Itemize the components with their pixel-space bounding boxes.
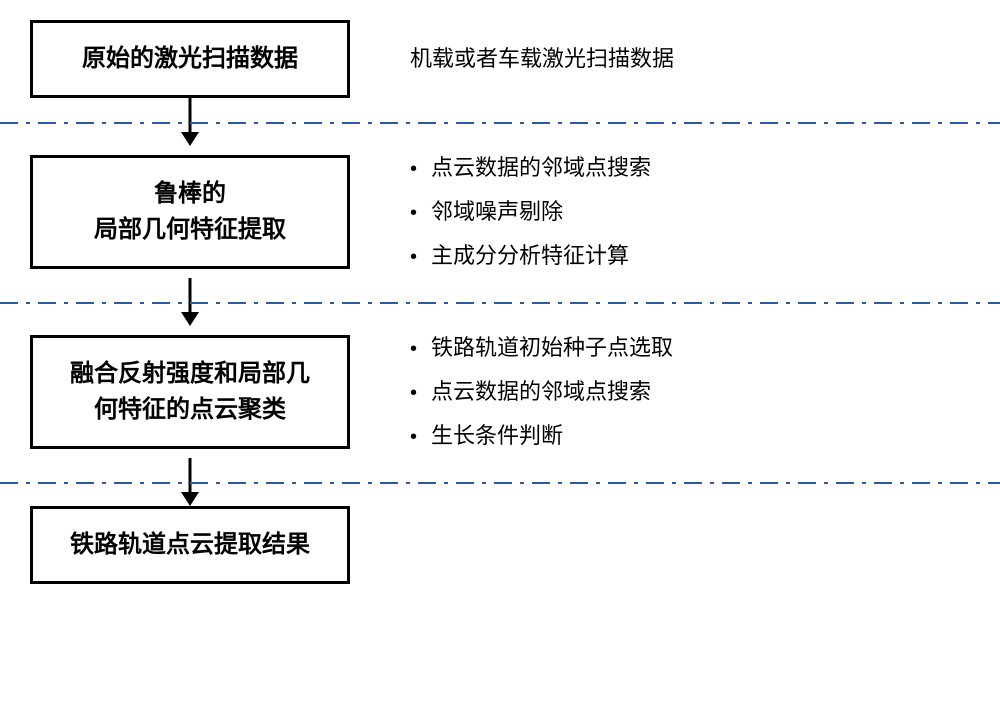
flow-box-2: 融合反射强度和局部几何特征的点云聚类 [30,335,350,449]
divider-1 [0,302,1000,304]
flow-box-3-line-0: 铁路轨道点云提取结果 [53,527,327,563]
divider-0 [0,122,1000,124]
annotation-2-list: 铁路轨道初始种子点选取点云数据的邻域点搜索生长条件判断 [410,326,673,458]
flow-row-3: 铁路轨道点云提取结果 [30,506,970,584]
flow-box-3: 铁路轨道点云提取结果 [30,506,350,584]
flow-box-0-line-0: 原始的激光扫描数据 [53,41,327,77]
flow-box-2-line-0: 融合反射强度和局部几 [53,356,327,392]
annotation-1-item-1: 邻域噪声剔除 [410,190,651,234]
flow-row-2: 融合反射强度和局部几何特征的点云聚类铁路轨道初始种子点选取点云数据的邻域点搜索生… [30,326,970,458]
annotation-1-list: 点云数据的邻域点搜索邻域噪声剔除主成分分析特征计算 [410,146,651,278]
annotation-2-item-0: 铁路轨道初始种子点选取 [410,326,673,370]
flow-box-1-line-1: 局部几何特征提取 [53,212,327,248]
annotation-0: 机载或者车载激光扫描数据 [410,37,674,81]
annotation-0-line-0: 机载或者车载激光扫描数据 [410,37,674,81]
annotation-2-item-1: 点云数据的邻域点搜索 [410,370,673,414]
flowchart-container: 原始的激光扫描数据机载或者车载激光扫描数据鲁棒的局部几何特征提取点云数据的邻域点… [0,0,1000,715]
flow-box-0: 原始的激光扫描数据 [30,20,350,98]
annotation-1-item-0: 点云数据的邻域点搜索 [410,146,651,190]
divider-2 [0,482,1000,484]
annotation-1-item-2: 主成分分析特征计算 [410,234,651,278]
flow-row-1: 鲁棒的局部几何特征提取点云数据的邻域点搜索邻域噪声剔除主成分分析特征计算 [30,146,970,278]
flow-box-1: 鲁棒的局部几何特征提取 [30,155,350,269]
annotation-1: 点云数据的邻域点搜索邻域噪声剔除主成分分析特征计算 [410,146,651,278]
annotation-2-item-2: 生长条件判断 [410,414,673,458]
flow-box-1-line-0: 鲁棒的 [53,176,327,212]
flow-box-2-line-1: 何特征的点云聚类 [53,392,327,428]
annotation-2: 铁路轨道初始种子点选取点云数据的邻域点搜索生长条件判断 [410,326,673,458]
flow-row-0: 原始的激光扫描数据 机载或者车载激光扫描数据 [30,20,970,98]
